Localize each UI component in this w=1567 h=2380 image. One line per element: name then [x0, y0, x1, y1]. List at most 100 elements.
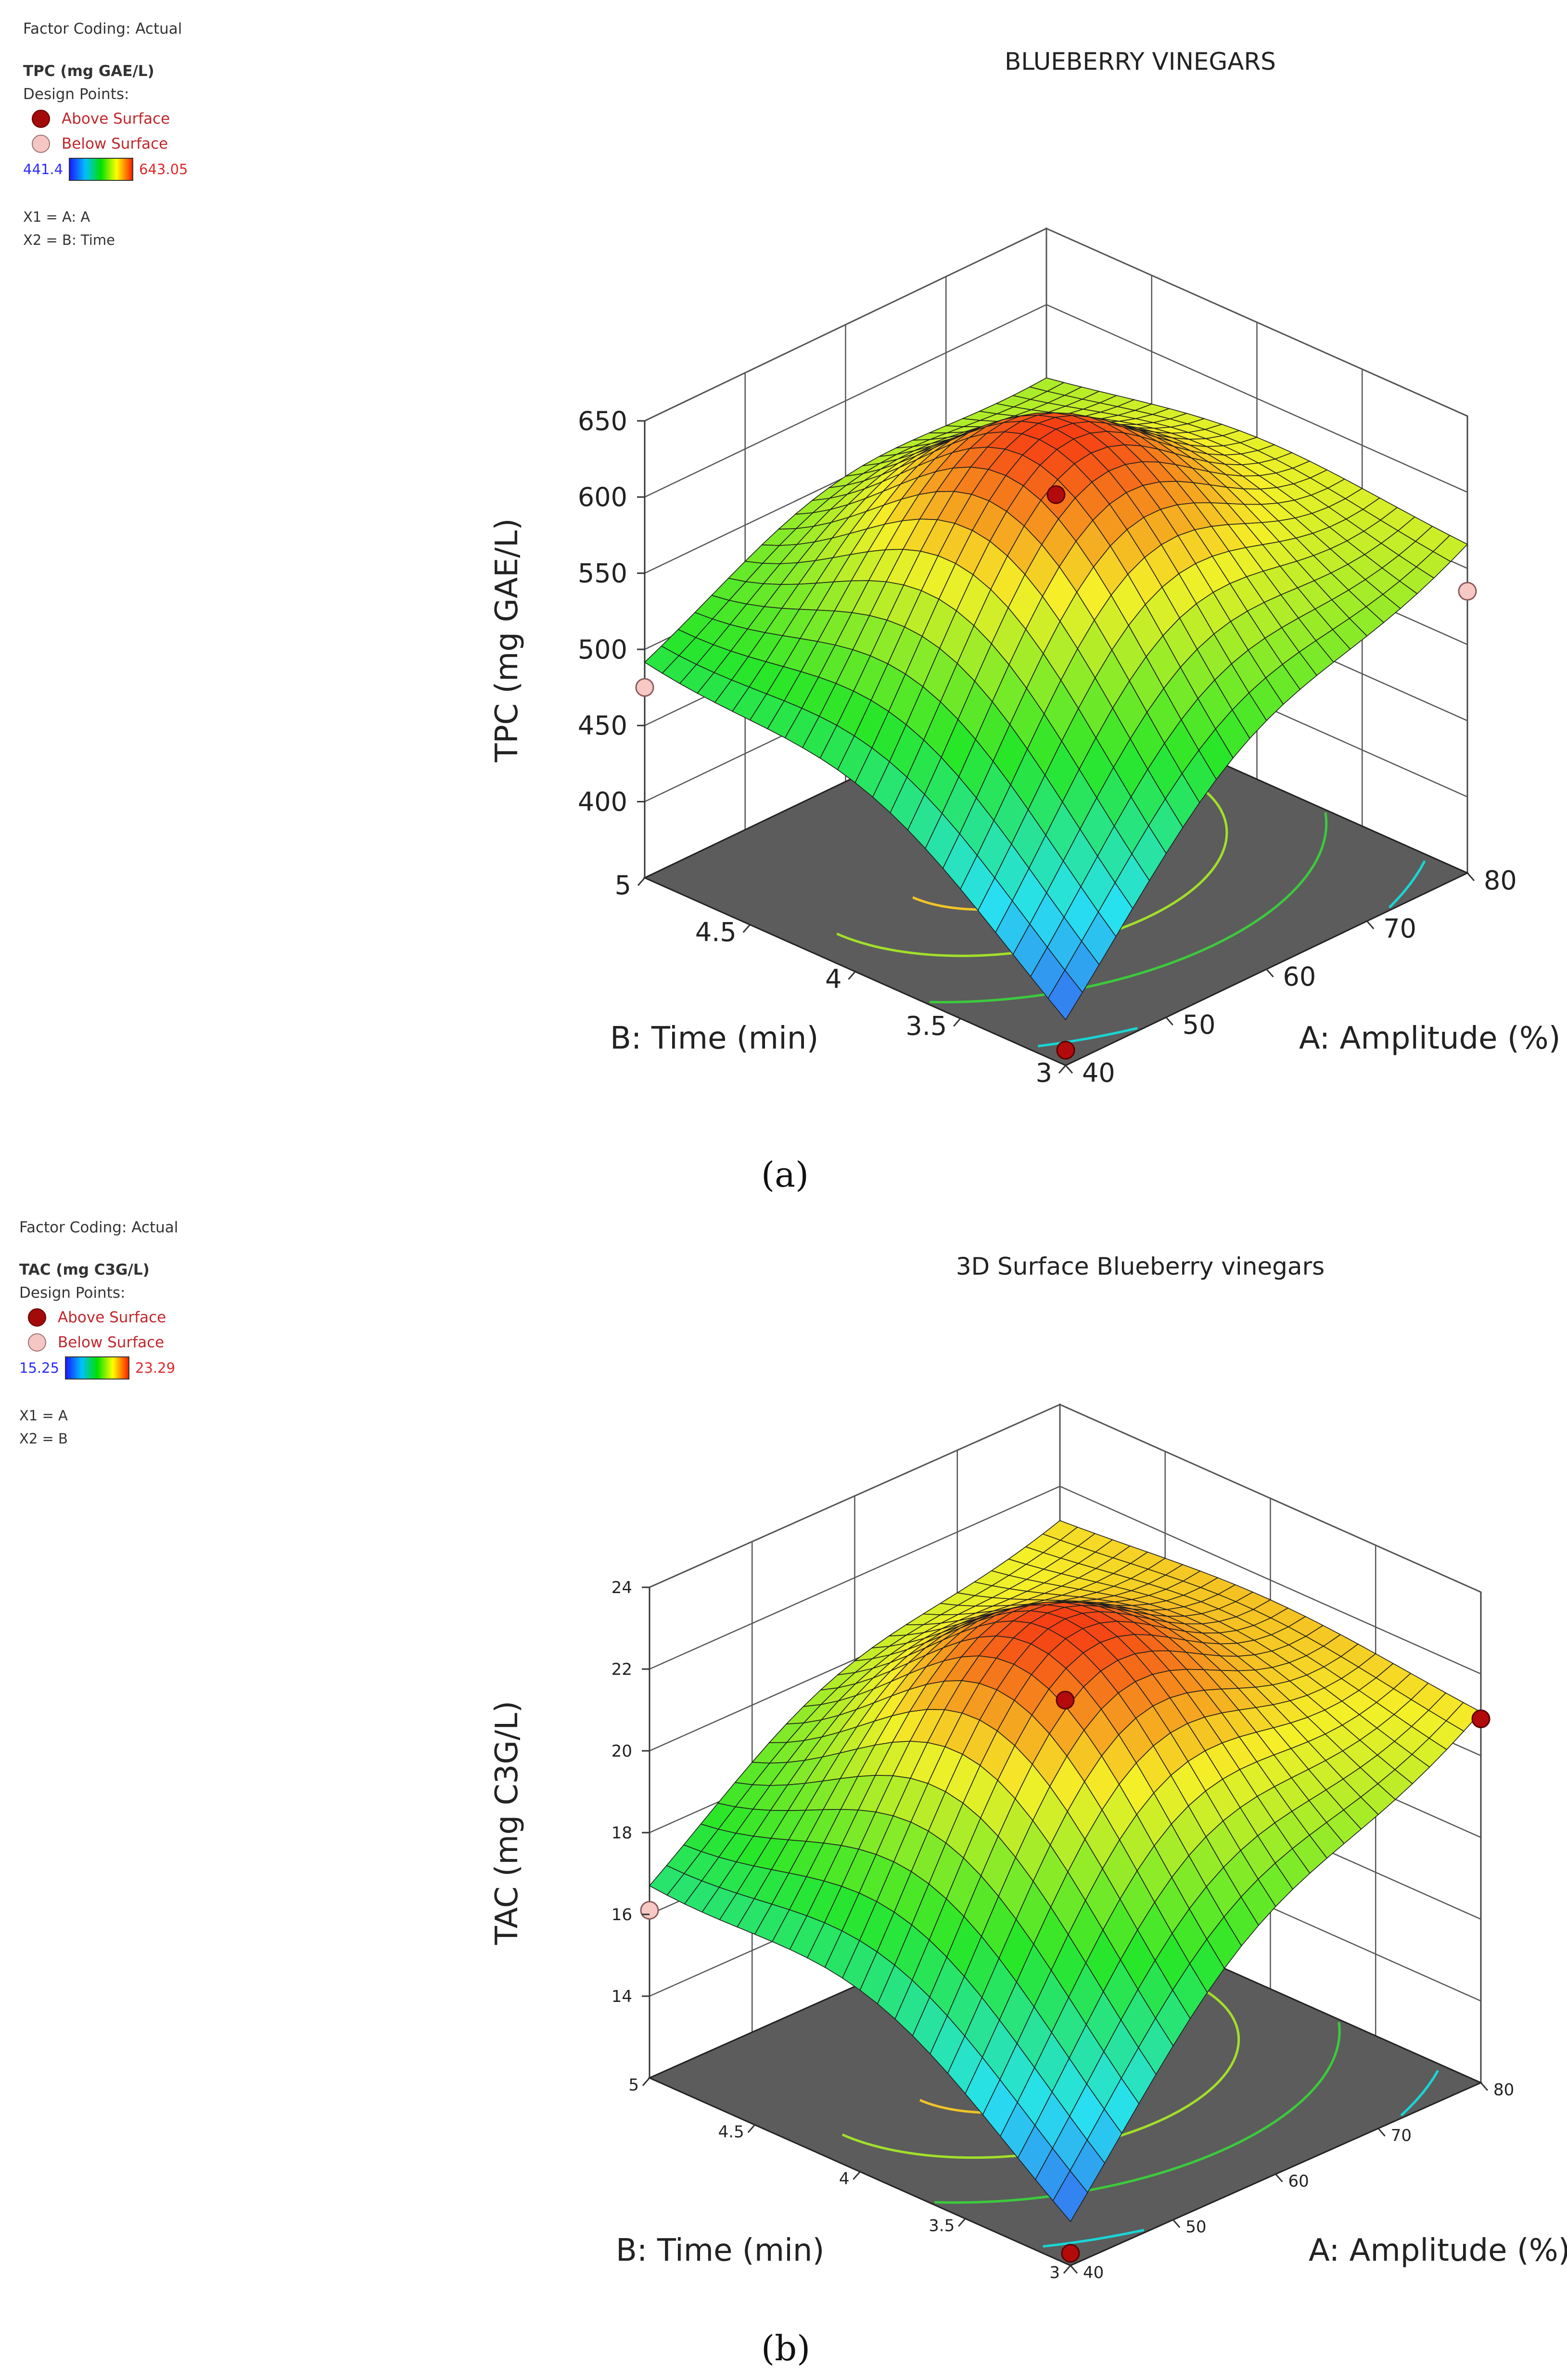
contour-line	[836, 771, 1228, 957]
color-min-label: 441.4	[23, 161, 64, 177]
x-tick	[1065, 1065, 1073, 1074]
x-tick-label: 50	[1185, 2217, 1206, 2237]
contour-line	[841, 1980, 1240, 2159]
color-bar: 441.4 643.05	[23, 158, 188, 181]
design-point	[1061, 2244, 1080, 2263]
x-tick	[1377, 2128, 1386, 2137]
y-tick-label: 3	[1036, 1058, 1052, 1088]
x-tick-label: 70	[1383, 913, 1416, 944]
x-axis-title: A: Amplitude (%)	[1299, 1021, 1561, 1056]
x-tick-label: 60	[1283, 962, 1316, 992]
contour-line	[934, 2022, 1341, 2204]
y-tick-label: 5	[615, 870, 631, 900]
below-surface-marker-icon	[32, 135, 50, 153]
below-surface-label: Below Surface	[58, 1334, 165, 1351]
z-tick-label: 500	[578, 634, 627, 665]
z-tick-label: 22	[612, 1660, 632, 1679]
factor-coding-label: Factor Coding: Actual	[19, 1219, 178, 1236]
surface-chart-a: BLUEBERRY VINEGARS400450500550600650TPC …	[489, 48, 1561, 1088]
y-tick	[742, 924, 751, 933]
color-gradient	[65, 1356, 130, 1380]
y-tick	[637, 877, 646, 886]
z-tick-label: 400	[578, 787, 627, 817]
y-tick	[848, 971, 856, 980]
legend-above: Above Surface	[28, 1308, 178, 1327]
legend-below: Below Surface	[32, 135, 188, 153]
z-tick-label: 16	[612, 1905, 632, 1924]
design-point	[635, 678, 654, 697]
above-surface-label: Above Surface	[58, 1309, 166, 1326]
wall-grid-line	[644, 304, 1468, 498]
below-surface-label: Below Surface	[62, 135, 168, 152]
wall-grid-line	[649, 1485, 1481, 1675]
color-max-label: 643.05	[139, 161, 188, 177]
y-tick-label: 4.5	[695, 917, 737, 948]
contour-line	[1038, 1027, 1138, 1048]
x-tick-label: 80	[1493, 2080, 1514, 2100]
y-tick	[642, 2077, 650, 2086]
below-surface-marker-icon	[28, 1333, 46, 1352]
x2-label: X2 = B	[19, 1431, 68, 1447]
y-tick	[953, 1018, 961, 1027]
x-tick	[1070, 2265, 1078, 2274]
legend-a: Factor Coding: Actual TPC (mg GAE/L) Des…	[23, 20, 188, 248]
legend-above: Above Surface	[32, 110, 188, 128]
x-tick	[1466, 873, 1475, 881]
y-tick-label: 3.5	[905, 1011, 947, 1041]
surface-patch	[1052, 2170, 1088, 2222]
x2-label: X2 = B: Time	[23, 232, 115, 248]
color-max-label: 23.29	[135, 1360, 176, 1376]
z-tick-label: 650	[578, 406, 627, 436]
z-tick-label: 20	[612, 1742, 632, 1761]
legend-below: Below Surface	[28, 1333, 178, 1352]
chart-title: 3D Surface Blueberry vinegars	[956, 1253, 1325, 1280]
z-tick-label: 14	[612, 1987, 632, 2006]
z-tick-label: 550	[578, 558, 627, 589]
x-tick	[1266, 969, 1274, 977]
x-tick	[1366, 921, 1375, 929]
x-tick	[1172, 2219, 1181, 2228]
contour-line	[930, 812, 1328, 1004]
y-tick	[1058, 1065, 1067, 1074]
y-tick-label: 4.5	[718, 2123, 744, 2142]
response-label: TPC (mg GAE/L)	[23, 63, 154, 80]
design-points-label: Design Points:	[19, 1284, 126, 1302]
x-tick-label: 60	[1288, 2172, 1309, 2191]
z-tick-label: 24	[612, 1578, 632, 1597]
y-tick-label: 3.5	[929, 2216, 955, 2236]
color-gradient	[69, 158, 134, 181]
design-point	[1458, 582, 1477, 601]
x-tick-label: 40	[1083, 2263, 1104, 2282]
y-tick	[747, 2124, 755, 2133]
y-tick-label: 4	[825, 964, 841, 994]
x-axis-title: A: Amplitude (%)	[1309, 2233, 1567, 2268]
y-tick	[1063, 2265, 1071, 2274]
x1-label: X1 = A	[19, 1407, 68, 1424]
surface-chart-b: 3D Surface Blueberry vinegars 14 16 18 20 22 2…	[489, 1253, 1567, 2282]
design-point	[1056, 1691, 1075, 1709]
chart-title: BLUEBERRY VINEGARS	[1005, 48, 1276, 76]
contour-line	[1388, 860, 1426, 909]
panel-label-b: (b)	[761, 2328, 811, 2368]
x-tick-label: 80	[1484, 865, 1517, 896]
factor-coding-label: Factor Coding: Actual	[23, 20, 182, 38]
z-tick-label: 600	[578, 482, 627, 512]
x-tick	[1480, 2082, 1489, 2091]
color-bar: 15.25 23.29	[19, 1356, 178, 1380]
y-tick	[958, 2218, 966, 2227]
contour-line	[1043, 2228, 1145, 2248]
z-tick-label: 450	[578, 710, 627, 741]
y-axis-title: B: Time (min)	[616, 2233, 824, 2268]
above-surface-label: Above Surface	[62, 110, 170, 127]
contour-line	[1400, 2070, 1440, 2116]
z-axis-title: TAC (mg C3G/L)	[489, 1701, 525, 1945]
response-label: TAC (mg C3G/L)	[19, 1261, 150, 1279]
x-tick-label: 40	[1082, 1058, 1115, 1088]
design-point	[1471, 1709, 1491, 1728]
design-point	[640, 1901, 659, 1920]
x-tick-label: 50	[1183, 1010, 1216, 1040]
x1-label: X1 = A: A	[23, 209, 90, 225]
y-tick-label: 4	[839, 2169, 850, 2189]
y-tick-label: 3	[1049, 2263, 1060, 2282]
above-surface-marker-icon	[28, 1308, 46, 1327]
